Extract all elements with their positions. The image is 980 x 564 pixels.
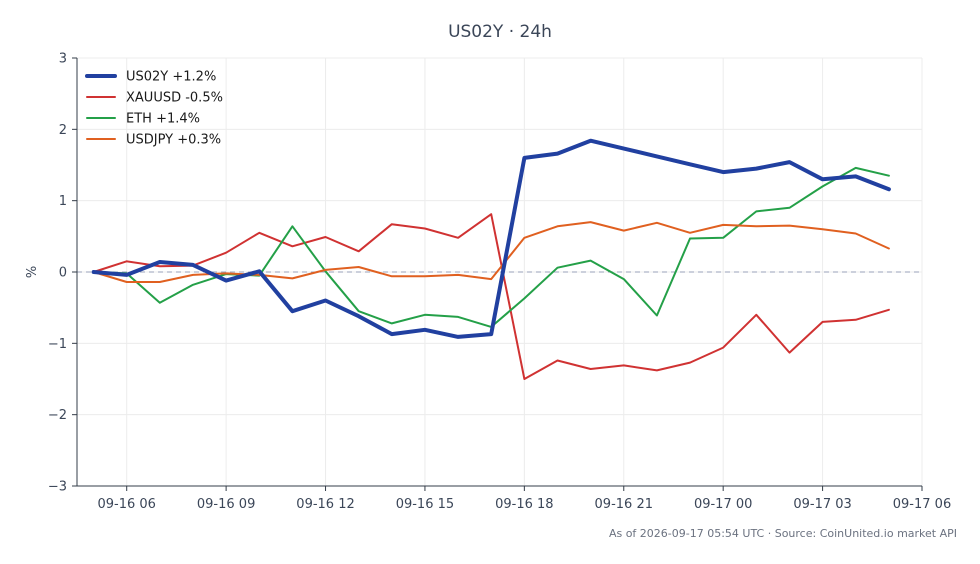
series-layer bbox=[91, 138, 891, 380]
y-axis-label: % bbox=[25, 266, 40, 278]
x-tick-label: 09-16 15 bbox=[396, 497, 454, 512]
y-tick-label: 3 bbox=[59, 52, 67, 67]
legend-label: USDJPY +0.3% bbox=[126, 133, 221, 148]
y-tick-label: −1 bbox=[48, 337, 67, 352]
x-axis-ticks: 09-16 06 09-16 09 09-16 12 09-16 15 09-16 18… bbox=[97, 486, 951, 512]
y-axis-ticks: 3 2 1 0 −1 −2 −3 bbox=[48, 52, 77, 495]
legend-label: US02Y +1.2% bbox=[126, 70, 216, 85]
source-footer: As of 2026-09-17 05:54 UTC · Source: Coi… bbox=[609, 527, 957, 540]
x-tick-label: 09-16 18 bbox=[495, 497, 553, 512]
x-tick-label: 09-17 06 bbox=[893, 497, 951, 512]
x-tick-label: 09-17 00 bbox=[694, 497, 752, 512]
y-tick-label: 0 bbox=[59, 266, 67, 281]
y-tick-label: 1 bbox=[59, 194, 67, 209]
x-tick-label: 09-17 03 bbox=[793, 497, 851, 512]
y-tick-label: −3 bbox=[48, 480, 67, 495]
legend-label: ETH +1.4% bbox=[126, 112, 200, 127]
legend-label: XAUUSD -0.5% bbox=[126, 91, 223, 106]
series-line-1 bbox=[91, 138, 891, 339]
x-tick-label: 09-16 06 bbox=[97, 497, 155, 512]
x-tick-label: 09-16 09 bbox=[197, 497, 255, 512]
series-line-2 bbox=[92, 213, 890, 380]
chart-title: US02Y · 24h bbox=[448, 22, 552, 42]
series-line-4 bbox=[92, 221, 890, 283]
legend: US02Y +1.2% XAUUSD -0.5% ETH +1.4% USDJPY +… bbox=[85, 70, 223, 148]
y-tick-label: 2 bbox=[59, 123, 67, 138]
y-tick-label: −2 bbox=[48, 408, 67, 423]
series-line-3 bbox=[92, 166, 890, 328]
x-tick-label: 09-16 21 bbox=[595, 497, 653, 512]
x-tick-label: 09-16 12 bbox=[296, 497, 354, 512]
